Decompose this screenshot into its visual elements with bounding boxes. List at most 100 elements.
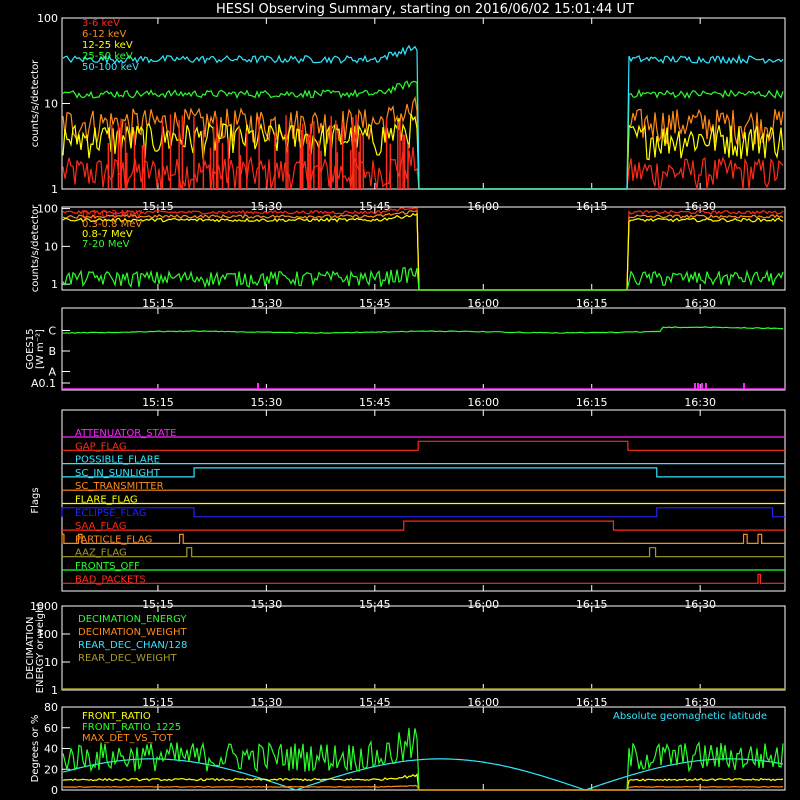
x-tick-label: 16:15 <box>576 598 608 611</box>
flag-label: ECLIPSE_FLAG <box>75 508 146 519</box>
flag-label: SAA_FLAG <box>75 521 126 532</box>
y-tick-label: A0.1 <box>31 377 56 390</box>
flag-label: FLARE_FLAG <box>75 495 138 506</box>
x-tick-label: 16:15 <box>576 297 608 310</box>
y-tick-label: 1 <box>51 684 58 697</box>
y-tick-label: 0 <box>51 784 58 797</box>
x-tick-label: 16:00 <box>467 297 499 310</box>
y-tick-label: 1000 <box>30 600 58 613</box>
flag-label: SC_TRANSMITTER <box>75 481 164 492</box>
annotation: Absolute geomagnetic latitude <box>613 711 767 722</box>
flag-label: ATTENUATOR_STATE <box>75 428 176 439</box>
flag-label: PARTICLE_FLAG <box>75 534 152 545</box>
series-0.8-7-MeV <box>62 212 784 291</box>
legend-entry: 0.1-0.3 MeV <box>82 209 142 220</box>
y-tick-label: B <box>48 345 56 358</box>
x-tick-label: 16:00 <box>467 396 499 409</box>
flag-trace <box>62 547 785 558</box>
flag-label: AAZ_FLAG <box>75 548 127 559</box>
y-tick-label: 100 <box>37 12 58 25</box>
x-tick-label: 15:30 <box>251 297 283 310</box>
flag-trace <box>62 440 785 451</box>
legend-entry: 25-50 keV <box>82 51 133 62</box>
series-7-20-MeV <box>62 266 784 291</box>
xray-panel: 15:15 15:30 15:45 16:00 16:15 16:30110100coun… <box>30 12 786 213</box>
flag-label: GAP_FLAG <box>75 441 127 452</box>
legend-entry: FRONT_RATIO_1225 <box>82 722 181 733</box>
x-tick-label: 15:45 <box>359 696 391 709</box>
y-axis-label: GOES15 <box>25 328 36 369</box>
legend-entry: REAR_DEC_CHAN/128 <box>78 640 187 651</box>
x-tick-label: 15:30 <box>251 598 283 611</box>
legend-entry: 50-100 keV <box>82 62 139 73</box>
y-axis-label: counts/s/detector <box>30 59 41 147</box>
y-axis-label: counts/s/detector <box>30 204 41 292</box>
series-goes-long <box>62 326 784 334</box>
y-tick-label: 1 <box>51 278 58 291</box>
page-title: HESSI Observing Summary, starting on 201… <box>216 2 634 17</box>
legend-entry: 6-12 keV <box>82 29 126 40</box>
flag-label: SC_IN_SUNLIGHT <box>75 468 161 479</box>
flags-panel: 15:15 15:30 15:45 16:00 16:15 16:30 Flags ATTEN… <box>30 409 786 611</box>
y-axis-label: Flags <box>30 487 41 513</box>
x-tick-label: 15:15 <box>142 696 174 709</box>
y-tick-label: 10 <box>44 240 58 253</box>
y-tick-label: 10 <box>44 656 58 669</box>
y-tick-label: 20 <box>44 763 58 776</box>
flag-trace <box>62 573 785 584</box>
x-tick-label: 16:30 <box>684 297 716 310</box>
y-tick-label: A <box>48 366 56 379</box>
y-tick-label: C <box>48 325 56 338</box>
series-0.3-0.8-MeV <box>62 210 784 291</box>
decimation-panel: 15:15 15:30 15:45 16:00 16:15 16:30 1 10 100 1000… <box>25 600 786 709</box>
goes-frame <box>61 307 786 391</box>
x-tick-label: 16:15 <box>576 396 608 409</box>
x-tick-label: 15:45 <box>359 396 391 409</box>
x-tick-label: 16:30 <box>684 696 716 709</box>
legend-entry: REAR_DEC_WEIGHT <box>78 653 177 664</box>
y-tick-label: 80 <box>44 701 58 714</box>
x-tick-label: 16:30 <box>684 396 716 409</box>
series-50-100-keV <box>62 44 784 190</box>
x-tick-label: 15:45 <box>359 598 391 611</box>
x-tick-label: 15:45 <box>359 297 391 310</box>
series-geomagnetic-latitude <box>62 758 784 791</box>
y-axis-label: ENERGY or weight <box>35 603 46 694</box>
flag-trace <box>61 533 785 544</box>
series-MAX_DET_VS_TOT <box>62 784 784 791</box>
x-tick-label: 16:00 <box>467 598 499 611</box>
decimation-frame <box>61 605 786 691</box>
x-tick-label: 15:15 <box>142 297 174 310</box>
y-tick-label: 1 <box>51 183 58 196</box>
x-tick-label: 16:30 <box>684 598 716 611</box>
y-axis-label: DECIMATION <box>25 616 36 679</box>
x-tick-label: 16:00 <box>467 696 499 709</box>
flag-label: FRONTS_OFF <box>75 561 140 572</box>
legend-entry: DECIMATION_WEIGHT <box>78 627 187 638</box>
y-axis-label: Degrees or % <box>30 715 41 783</box>
flags-frame <box>61 409 786 592</box>
flag-label: BAD_PACKETS <box>75 574 146 585</box>
y-axis-label: [W m⁻²] <box>35 329 46 369</box>
legend-entry: MAX_DET_VS_TOT <box>82 733 174 744</box>
y-tick-label: 60 <box>44 722 58 735</box>
x-tick-label: 15:15 <box>142 598 174 611</box>
y-tick-label: 40 <box>44 743 58 756</box>
legend-entry: 0.3-0.8 MeV <box>82 219 142 230</box>
y-tick-label: 100 <box>37 628 58 641</box>
legend-entry: 0.8-7 MeV <box>82 229 133 240</box>
x-tick-label: 15:15 <box>142 396 174 409</box>
flag-trace <box>62 520 785 531</box>
legend-entry: 3-6 keV <box>82 18 120 29</box>
legend-entry: DECIMATION_ENERGY <box>78 614 187 625</box>
x-tick-label: 16:15 <box>576 696 608 709</box>
legend-entry: 7-20 MeV <box>82 239 130 250</box>
panels: 15:15 15:30 15:45 16:00 16:15 16:30110100coun… <box>25 12 786 797</box>
legend-entry: 12-25 keV <box>82 40 133 51</box>
y-tick-label: 10 <box>44 98 58 111</box>
x-tick-label: 15:30 <box>251 696 283 709</box>
gamma-panel: 15:15 15:30 15:45 16:00 16:15 16:30 1 10 100coun… <box>30 203 786 310</box>
